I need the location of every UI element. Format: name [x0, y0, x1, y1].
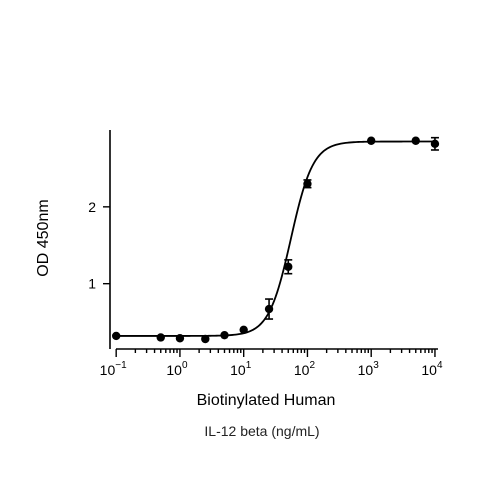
x-tick-base: 10: [294, 362, 310, 378]
data-point: [220, 330, 229, 340]
x-ticks: 10−1 100 101 102 103 104: [100, 349, 443, 378]
data-points: [111, 136, 440, 344]
data-point: [264, 304, 274, 314]
data-point: [366, 136, 376, 145]
data-point: [303, 179, 312, 188]
data-point: [239, 325, 248, 334]
data-point: [430, 139, 440, 149]
data-point: [201, 334, 210, 344]
x-tick-base: 10: [230, 362, 246, 378]
x-tick-label: 10−1: [100, 360, 127, 378]
x-tick-exponent: 2: [309, 360, 315, 371]
x-tick-exponent: 1: [246, 360, 252, 371]
data-point: [156, 333, 165, 342]
x-axis-label: Biotinylated Human: [197, 392, 336, 409]
fit-curve: [116, 140, 435, 337]
x-tick-label: 103: [358, 360, 380, 378]
x-tick-label: 104: [421, 360, 443, 378]
x-tick-label: 102: [294, 360, 316, 378]
y-tick-label: 1: [88, 276, 96, 292]
x-tick-exponent: 4: [437, 360, 443, 371]
data-point: [175, 334, 185, 343]
y-axis-label: OD 450nm: [35, 199, 52, 276]
x-axis-label-units: IL-12 beta (ng/mL): [204, 423, 319, 439]
x-tick-base: 10: [421, 362, 437, 378]
x-tick-label: 101: [230, 360, 252, 378]
x-tick-base: 10: [358, 362, 374, 378]
x-tick-exponent: −1: [115, 360, 127, 371]
x-tick-label: 100: [166, 360, 188, 378]
y-ticks: 12: [88, 199, 110, 292]
x-tick-base: 10: [166, 362, 182, 378]
axes: [109, 130, 438, 350]
data-point: [111, 331, 121, 341]
y-tick-label: 2: [88, 199, 96, 215]
x-tick-base: 10: [100, 362, 116, 378]
data-point: [411, 136, 420, 145]
data-point: [284, 262, 293, 271]
x-tick-exponent: 3: [373, 360, 379, 371]
x-tick-exponent: 0: [182, 360, 188, 371]
